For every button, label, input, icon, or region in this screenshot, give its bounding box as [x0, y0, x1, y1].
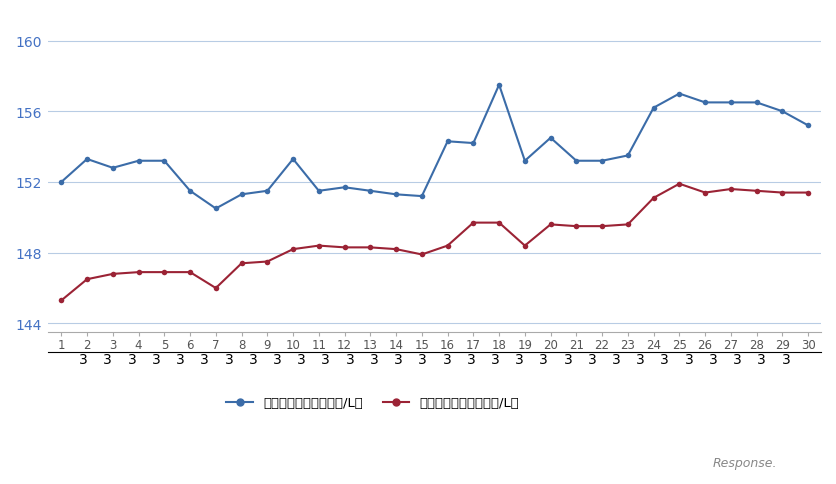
Text: Response.: Response.	[713, 456, 777, 469]
Legend: ハイオク県板価格（円/L）, ハイオク実売価格（円/L）: ハイオク県板価格（円/L）, ハイオク実売価格（円/L）	[221, 392, 525, 415]
